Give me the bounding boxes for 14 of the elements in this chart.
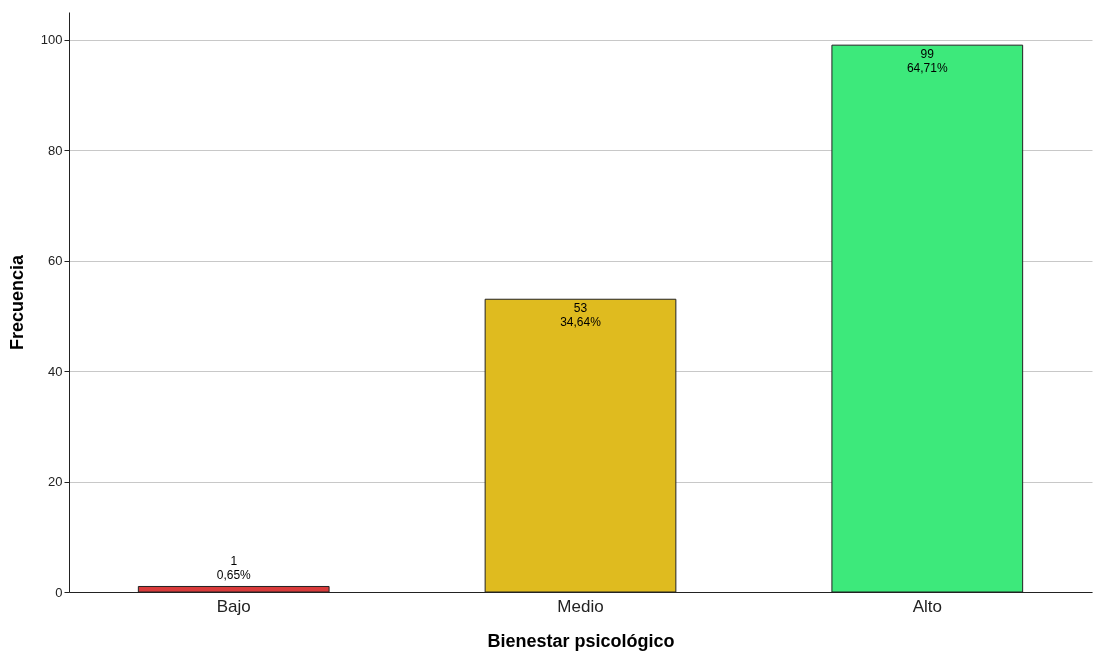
x-tick-label: Medio (557, 596, 604, 616)
data-label: 1 0,65% (216, 554, 252, 583)
x-axis-title: Bienestar psicológico (487, 630, 675, 651)
y-tick-label: 0 (55, 584, 63, 600)
y-tick-label: 80 (48, 142, 63, 158)
y-tick-label: 20 (48, 474, 63, 490)
y-tick-label: 60 (48, 253, 63, 269)
y-axis-title: Frecuencia (6, 253, 27, 351)
x-tick-label: Alto (912, 596, 942, 616)
data-label: 53 34,64% (560, 301, 602, 330)
y-tick-label: 100 (40, 32, 63, 48)
y-tick-label: 40 (48, 363, 63, 379)
x-tick-label: Bajo (216, 596, 251, 616)
data-label: 99 64,71% (906, 47, 948, 76)
